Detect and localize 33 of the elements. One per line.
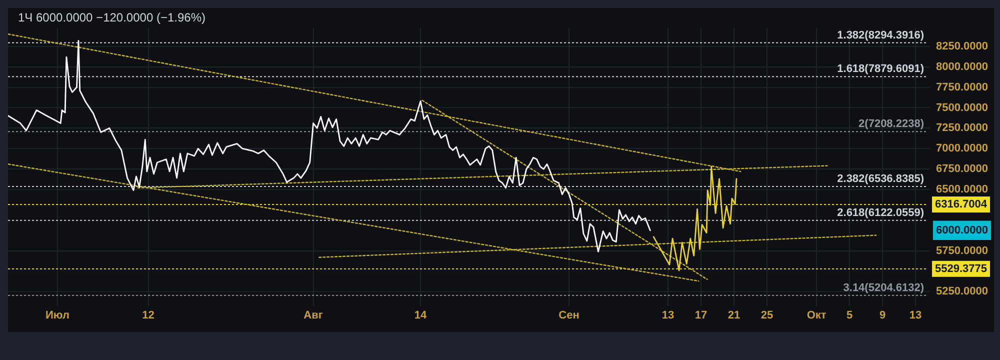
y-tick-label: 7000.0000 <box>936 142 988 155</box>
ref-line-label: 5529.3775 <box>935 262 987 275</box>
ref-line-label: 2.618(6122.0559) <box>837 206 924 219</box>
y-tick-label: 5250.0000 <box>936 286 988 298</box>
chart-title: 1Ч 6000.0000 −120.0000 (−1.96%) <box>18 10 206 24</box>
x-tick-label: 25 <box>760 310 774 322</box>
ref-line-label: 1.382(8294.3916) <box>837 29 924 42</box>
y-tick-label: 8000.0000 <box>936 60 988 73</box>
ref-line-label: 2.382(6536.8385) <box>837 173 924 186</box>
x-tick-label: 21 <box>728 310 740 322</box>
ref-line-label: 6316.7004 <box>935 198 988 211</box>
x-tick-label: 13 <box>662 310 674 322</box>
ref-line-label: 1.618(7879.6091) <box>837 63 924 76</box>
x-tick-label: 5 <box>846 310 853 322</box>
x-tick-label: 12 <box>142 310 154 322</box>
y-tick-label: 6000.0000 <box>936 224 988 236</box>
y-tick-label: 7750.0000 <box>936 81 988 94</box>
ref-line-label: 2(7208.2238) <box>858 118 924 130</box>
x-tick-label: 17 <box>694 310 708 322</box>
x-tick-label: Авг <box>304 310 324 322</box>
x-tick-label: Сен <box>558 310 580 322</box>
y-tick-label: 7250.0000 <box>936 122 988 134</box>
x-tick-label: 9 <box>879 310 886 322</box>
y-tick-label: 7500.0000 <box>936 102 988 114</box>
y-tick-label: 6750.0000 <box>936 163 988 176</box>
x-tick-label: Окт <box>806 310 827 322</box>
x-tick-label: Июл <box>45 310 70 322</box>
x-tick-label: 14 <box>414 310 428 322</box>
ref-line-label: 3.14(5204.6132) <box>843 282 924 294</box>
y-tick-label: 6500.0000 <box>936 184 988 196</box>
y-tick-label: 5750.0000 <box>936 244 988 257</box>
y-tick-label: 8250.0000 <box>936 40 988 52</box>
x-tick-label: 13 <box>909 310 922 322</box>
